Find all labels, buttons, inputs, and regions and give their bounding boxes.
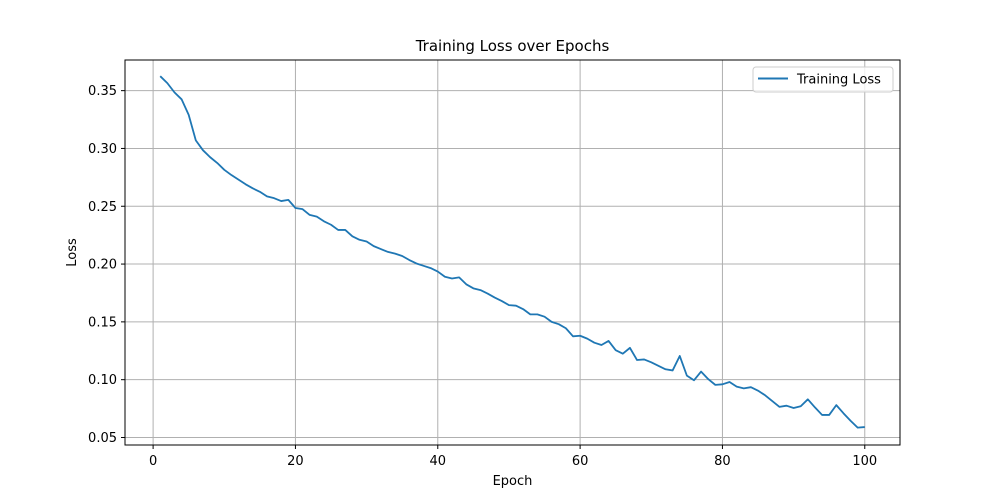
x-tick-label: 40 bbox=[430, 454, 447, 469]
grid-lines bbox=[125, 60, 900, 445]
legend-label-training-loss: Training Loss bbox=[796, 73, 881, 88]
axis-ticks: 0 20 40 60 80 100 0.05 0.10 0.15 0.20 0.25 0.30 0.35 bbox=[88, 84, 877, 469]
y-tick-label: 0.15 bbox=[88, 315, 117, 330]
y-axis-label: Loss bbox=[65, 238, 80, 267]
series-lines bbox=[159, 75, 865, 429]
chart-title: Training Loss over Epochs bbox=[415, 37, 610, 55]
y-tick-label: 0.05 bbox=[88, 431, 117, 446]
y-tick-label: 0.35 bbox=[88, 84, 117, 99]
legend-box bbox=[752, 66, 894, 93]
x-tick-label: 0 bbox=[149, 454, 157, 469]
x-axis-label: Epoch bbox=[493, 474, 533, 489]
y-tick-label: 0.25 bbox=[88, 200, 117, 215]
plot-frame bbox=[124, 59, 901, 446]
series-line-training-loss bbox=[159, 75, 865, 429]
y-tick-label: 0.10 bbox=[88, 373, 117, 388]
y-tick-label: 0.20 bbox=[88, 258, 117, 273]
x-tick-label: 20 bbox=[287, 454, 304, 469]
x-tick-label: 100 bbox=[852, 454, 877, 469]
x-tick-label: 80 bbox=[714, 454, 731, 469]
y-tick-label: 0.30 bbox=[88, 142, 117, 157]
legend: Training Loss bbox=[752, 66, 894, 93]
x-tick-label: 60 bbox=[572, 454, 589, 469]
